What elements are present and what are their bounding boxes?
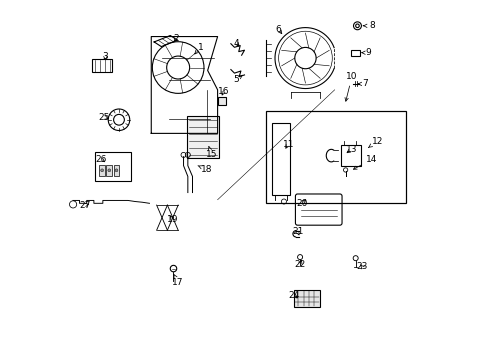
Text: 8: 8 <box>363 21 374 30</box>
Circle shape <box>115 169 118 172</box>
Text: 7: 7 <box>358 80 367 89</box>
Text: 27: 27 <box>79 201 90 210</box>
Text: 15: 15 <box>205 147 217 159</box>
Text: 6: 6 <box>275 25 281 34</box>
Bar <box>218 97 225 105</box>
Text: 19: 19 <box>167 215 178 224</box>
Text: 2: 2 <box>173 34 179 43</box>
Text: 10: 10 <box>344 72 357 101</box>
Text: 1: 1 <box>194 43 203 54</box>
Text: 18: 18 <box>198 165 212 174</box>
Text: 13: 13 <box>345 145 356 154</box>
Text: 26: 26 <box>95 155 106 164</box>
Bar <box>113 165 119 176</box>
Text: 21: 21 <box>291 228 303 237</box>
Text: 16: 16 <box>218 86 229 95</box>
Text: 5: 5 <box>233 75 242 84</box>
Text: 25: 25 <box>98 113 109 122</box>
Text: 11: 11 <box>282 140 293 149</box>
Circle shape <box>101 169 103 172</box>
Bar <box>293 290 319 307</box>
Text: 23: 23 <box>356 262 367 271</box>
Bar <box>341 145 360 166</box>
Bar <box>99 165 105 176</box>
Bar <box>272 123 289 195</box>
Text: 4: 4 <box>233 39 239 48</box>
Text: 9: 9 <box>361 48 370 57</box>
Bar <box>187 116 218 158</box>
Bar <box>95 152 131 181</box>
Text: 14: 14 <box>353 155 377 169</box>
Bar <box>92 59 112 72</box>
Text: 3: 3 <box>102 52 108 61</box>
Bar <box>351 50 360 56</box>
Bar <box>106 165 112 176</box>
Text: 12: 12 <box>368 137 382 148</box>
Text: 24: 24 <box>288 291 299 300</box>
Text: 20: 20 <box>296 199 307 208</box>
Text: 22: 22 <box>294 260 305 269</box>
Bar <box>265 111 405 203</box>
Circle shape <box>108 169 110 172</box>
Text: 17: 17 <box>172 275 183 287</box>
